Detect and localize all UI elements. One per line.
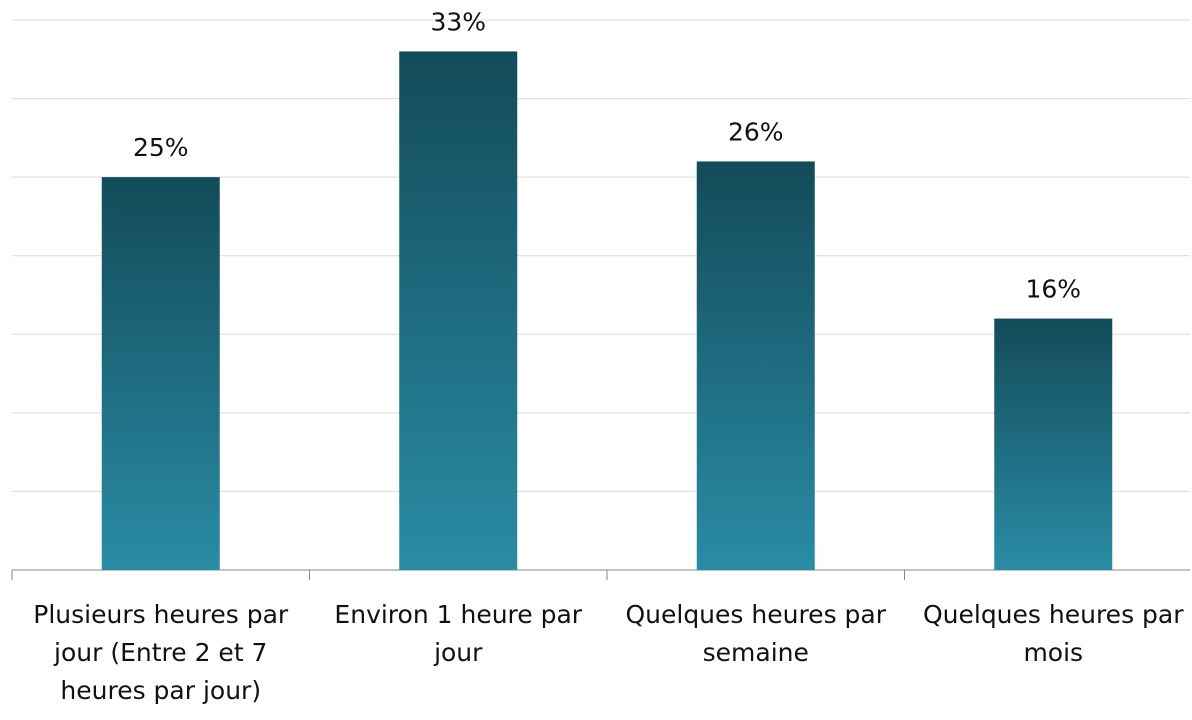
data-label: 26% xyxy=(728,117,784,146)
x-tick-label: Environ 1 heure par jour xyxy=(334,600,583,667)
bar xyxy=(696,161,815,570)
x-tick-label: Plusieurs heures par jour (Entre 2 et 7 … xyxy=(33,600,289,705)
bar xyxy=(399,51,518,570)
bar xyxy=(101,177,220,570)
bar xyxy=(994,318,1113,570)
data-label: 25% xyxy=(133,133,189,162)
x-tick-label: Quelques heures par semaine xyxy=(625,600,887,667)
x-tick-label: Quelques heures par mois xyxy=(922,600,1184,667)
data-label: 33% xyxy=(430,7,486,36)
data-label: 16% xyxy=(1025,275,1081,304)
